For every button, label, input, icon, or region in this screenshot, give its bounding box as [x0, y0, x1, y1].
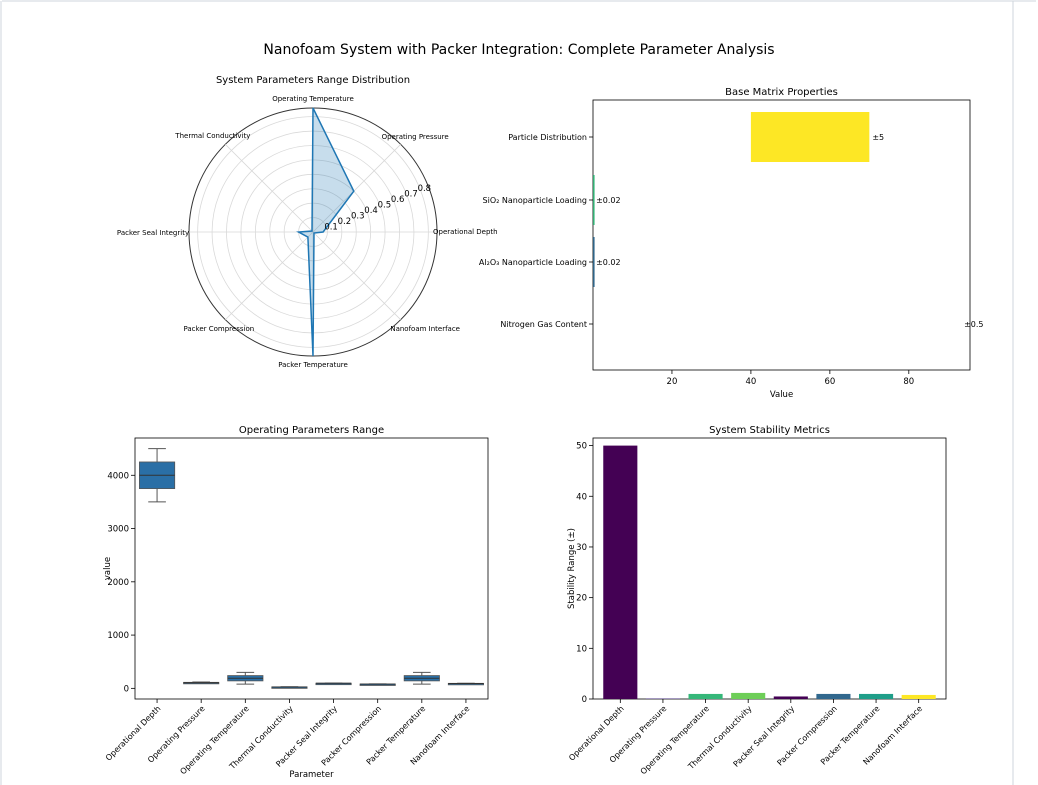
vbar-axes-frame	[592, 437, 947, 700]
vbar-bar	[603, 445, 638, 699]
hbar-bar	[593, 237, 595, 287]
vbar-y-tick-label: 20	[576, 594, 587, 604]
box-y-axis-label: value	[103, 557, 113, 580]
hbar-category-label: Al₂O₃ Nanoparticle Loading	[479, 258, 587, 267]
vbar-x-tick-label: Operating Temperature	[639, 704, 711, 776]
vbar-y-tick-label: 40	[576, 492, 587, 502]
radar-chart: System Parameters Range Distribution0.10…	[117, 75, 498, 369]
radar-category-label: Packer Compression	[183, 325, 254, 333]
radar-spoke	[225, 231, 314, 320]
radar-category-label: Thermal Conductivity	[174, 132, 250, 140]
radar-r-tick-label: 0.2	[338, 217, 352, 227]
vbar-bar	[773, 696, 808, 699]
radar-r-tick-label: 0.5	[378, 200, 392, 210]
box-y-tick-label: 3000	[107, 525, 129, 535]
vbar-bar	[859, 693, 894, 699]
radar-category-label: Operating Temperature	[272, 95, 354, 103]
hbar-value-label: ±5	[872, 133, 884, 142]
box-axes-frame	[134, 437, 489, 700]
hbar-axes-frame	[592, 99, 971, 371]
radar-r-tick-label: 0.8	[418, 184, 432, 194]
vbar-title: System Stability Metrics	[709, 425, 830, 436]
box-y-tick-label: 1000	[107, 631, 129, 641]
vbar-y-tick-label: 10	[576, 644, 587, 654]
figure-title: Nanofoam System with Packer Integration:…	[263, 42, 774, 58]
hbar-x-tick-label: 20	[667, 377, 678, 387]
radar-spoke	[225, 144, 314, 233]
vbar-y-tick-label: 0	[582, 695, 587, 705]
radar-category-label: Operating Pressure	[382, 133, 449, 141]
radar-category-label: Packer Temperature	[278, 361, 348, 369]
radar-category-label: Nanofoam Interface	[390, 325, 460, 333]
vbar-bar	[816, 693, 851, 699]
vbar-bar	[901, 694, 936, 699]
box-y-tick-label: 2000	[107, 578, 129, 588]
radar-r-tick-label: 0.7	[404, 189, 418, 199]
hbar-x-tick-label: 60	[824, 377, 835, 387]
box-title: Operating Parameters Range	[239, 425, 384, 436]
box-y-tick-label: 4000	[107, 471, 129, 481]
hbar-category-label: SiO₂ Nanoparticle Loading	[483, 196, 587, 205]
vbar-bar	[645, 698, 680, 699]
vbar-bar	[688, 693, 723, 699]
hbar-x-tick-label: 40	[745, 377, 756, 387]
hbar-value-label: ±0.02	[596, 258, 621, 267]
radar-r-tick-label: 0.3	[351, 211, 365, 221]
hbar-category-label: Particle Distribution	[508, 133, 587, 142]
hbar-x-axis-label: Value	[770, 390, 793, 400]
box-y-tick-label: 0	[124, 684, 129, 694]
radar-category-label: Operational Depth	[433, 228, 498, 236]
box-x-axis-label: Parameter	[289, 770, 334, 780]
radar-r-tick-label: 0.1	[324, 222, 338, 232]
vbar-bar	[731, 692, 766, 699]
radar-spoke	[312, 231, 401, 320]
hbar-value-label: ±0.5	[964, 320, 983, 329]
vbar-y-tick-label: 30	[576, 543, 587, 553]
radar-title: System Parameters Range Distribution	[216, 75, 410, 86]
hbar-title: Base Matrix Properties	[725, 87, 838, 98]
base-matrix-bar-chart: Base Matrix Properties Particle Distribut…	[479, 87, 984, 400]
radar-r-tick-label: 0.4	[364, 206, 378, 216]
vbar-y-axis-label: Stability Range (±)	[567, 528, 577, 609]
vbar-y-tick-label: 50	[576, 442, 587, 452]
hbar-bar	[750, 112, 870, 162]
radar-category-label: Packer Seal Integrity	[117, 229, 189, 237]
hbar-bar	[593, 175, 595, 225]
radar-spoke	[312, 144, 401, 233]
hbar-category-label: Nitrogen Gas Content	[500, 320, 587, 329]
hbar-value-label: ±0.02	[596, 196, 621, 205]
radar-r-tick-label: 0.6	[391, 195, 405, 205]
hbar-x-tick-label: 80	[903, 377, 914, 387]
